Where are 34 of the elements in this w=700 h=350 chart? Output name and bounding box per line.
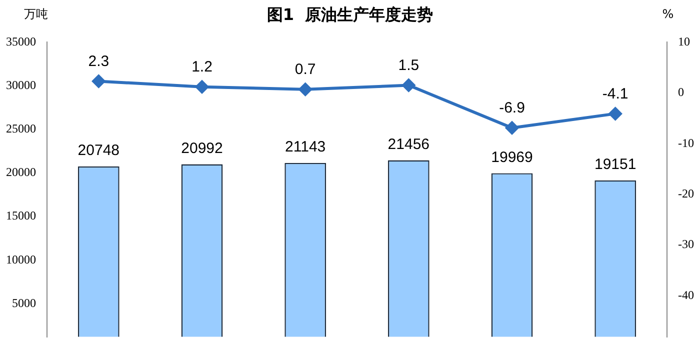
chart-title: 图1 原油生产年度走势	[266, 4, 434, 24]
y2-axis-title: %	[662, 7, 674, 22]
y-axis-title: 万吨	[24, 7, 48, 22]
y2-tick-label: 0	[678, 85, 684, 100]
data-label: 1.2	[192, 58, 212, 76]
y-tick-label: 10000	[6, 252, 36, 266]
y-tick-label: 30000	[6, 78, 36, 92]
y-tick-label: 35000	[6, 34, 36, 48]
y2-tick-label: -10	[678, 136, 694, 150]
point	[196, 80, 208, 94]
point	[298, 82, 312, 96]
data-label: 19151	[594, 156, 636, 173]
data-label: 21456	[388, 136, 430, 153]
y2-tick-label: -40	[678, 288, 694, 302]
y-tick-label: 5000	[12, 296, 36, 310]
y-tick-label: 15000	[6, 208, 36, 223]
y2-tick-label: -20	[678, 186, 694, 200]
data-label: -6.9	[499, 100, 525, 117]
data-label: 0.7	[294, 60, 316, 78]
data-label: 1.5	[398, 56, 420, 74]
y2-tick-label: -30	[678, 237, 694, 252]
data-label: 20992	[181, 140, 223, 157]
data-label: -4.1	[602, 85, 628, 102]
data-label: 20748	[78, 142, 120, 160]
point	[608, 107, 622, 120]
point	[506, 121, 519, 134]
data-label: 21143	[285, 138, 326, 156]
point	[402, 78, 416, 92]
data-label: 19969	[491, 148, 533, 166]
point	[92, 74, 106, 88]
y-tick-label: 25000	[6, 122, 36, 136]
y2-tick-label: 10	[678, 34, 690, 48]
data-label: 2.3	[88, 52, 110, 70]
y-tick-label: 20000	[6, 165, 36, 180]
